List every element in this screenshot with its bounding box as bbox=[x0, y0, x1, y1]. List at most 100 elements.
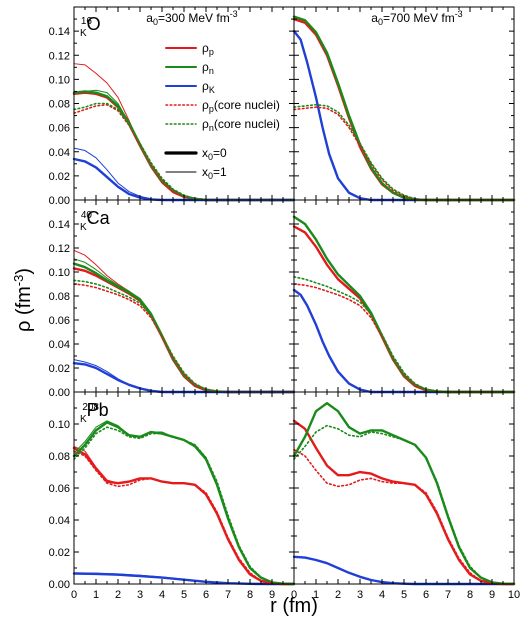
panel-frame bbox=[293, 6, 515, 201]
curve-rho-n-dotted bbox=[73, 279, 295, 393]
y-tick-label: 0.10 bbox=[49, 267, 70, 279]
curve-rho-n-dotted bbox=[73, 102, 295, 201]
a0-label: a0=700 MeV fm-3 bbox=[371, 9, 462, 27]
a0-label: a0=300 MeV fm-3 bbox=[146, 9, 237, 27]
curve-rho-K-thin bbox=[73, 147, 295, 201]
y-tick-label: 0.12 bbox=[49, 243, 70, 255]
x-tick-label: 3 bbox=[137, 589, 143, 601]
panel-2-1 bbox=[292, 402, 516, 586]
legend-label: ρn(core nuclei) bbox=[202, 117, 280, 133]
y-tick-label: 0.08 bbox=[49, 99, 70, 111]
y-tick-label: 0.04 bbox=[49, 147, 70, 159]
y-tick-label: 0.14 bbox=[49, 219, 70, 231]
x-tick-label: 9 bbox=[269, 589, 275, 601]
x-tick-label: 6 bbox=[423, 589, 429, 601]
y-tick-label: 0.08 bbox=[49, 451, 70, 463]
y-tick-label: 0.00 bbox=[49, 195, 70, 207]
curve-rho-p-thin bbox=[73, 63, 295, 201]
x-tick-label: 2 bbox=[115, 589, 121, 601]
legend-item-1: ρn bbox=[165, 60, 214, 76]
curve-rho-n-thin bbox=[73, 420, 295, 585]
panel-0-0 bbox=[72, 63, 296, 202]
x-tick-label: 8 bbox=[467, 589, 473, 601]
x-tick-label: 1 bbox=[93, 589, 99, 601]
x-tick-label: 1 bbox=[313, 589, 319, 601]
curve-rho-n-thick bbox=[292, 402, 516, 586]
curve-rho-n-dotted bbox=[73, 426, 295, 585]
x-axis-label: r (fm) bbox=[270, 595, 318, 617]
x-tick-label: 5 bbox=[401, 589, 407, 601]
legend-label: x0=1 bbox=[202, 165, 227, 181]
panel-frame bbox=[293, 199, 515, 393]
panel-frame bbox=[73, 199, 295, 393]
panel-1-1 bbox=[292, 215, 516, 394]
x-tick-label: 8 bbox=[247, 589, 253, 601]
nucleus-label: 16 KO bbox=[80, 14, 101, 39]
legend-item-3: ρp(core nuclei) bbox=[165, 98, 280, 114]
x-tick-label: 0 bbox=[291, 589, 297, 601]
curve-rho-p-thick bbox=[292, 17, 516, 202]
panels-layer bbox=[72, 15, 516, 586]
x-tick-label: 6 bbox=[203, 589, 209, 601]
curve-rho-p-thick bbox=[292, 225, 516, 394]
legend-label: ρp(core nuclei) bbox=[202, 98, 280, 114]
curve-rho-p-thick bbox=[72, 446, 296, 586]
x-tick-label: 4 bbox=[379, 589, 385, 601]
curve-rho-n-thick bbox=[292, 15, 516, 202]
legend-label: x0=0 bbox=[202, 146, 227, 162]
legend-item-5: x0=0 bbox=[164, 146, 227, 162]
curve-rho-n-thick bbox=[72, 421, 296, 586]
legend-label: ρK bbox=[202, 79, 215, 95]
legend-item-0: ρp bbox=[165, 41, 214, 57]
panel-0-1 bbox=[292, 15, 516, 202]
x-tick-label: 2 bbox=[335, 589, 341, 601]
x-tick-label: 7 bbox=[225, 589, 231, 601]
legend-label: ρn bbox=[202, 60, 214, 76]
curve-rho-p-thin bbox=[73, 445, 295, 585]
curve-rho-K-thick bbox=[72, 157, 296, 202]
legend-label: ρp bbox=[202, 41, 214, 57]
curve-rho-n-dotted bbox=[293, 424, 515, 585]
y-tick-label: 0.00 bbox=[49, 579, 70, 591]
x-tick-label: 10 bbox=[508, 589, 520, 601]
curve-rho-n-thick bbox=[292, 215, 516, 394]
y-tick-label: 0.02 bbox=[49, 363, 70, 375]
curve-rho-p-dotted bbox=[73, 450, 295, 585]
panel-1-0 bbox=[72, 249, 296, 394]
x-tick-label: 4 bbox=[159, 589, 165, 601]
x-tick-label: 0 bbox=[71, 589, 77, 601]
nucleus-label: 208 KPb bbox=[80, 400, 109, 425]
y-tick-label: 0.10 bbox=[49, 419, 70, 431]
curve-rho-p-dotted bbox=[293, 106, 515, 201]
y-tick-label: 0.08 bbox=[49, 291, 70, 303]
y-tick-label: 0.02 bbox=[49, 171, 70, 183]
curve-rho-K-thick bbox=[72, 362, 296, 394]
legend-item-6: x0=1 bbox=[165, 165, 227, 181]
curve-rho-n-dotted bbox=[293, 276, 515, 393]
y-tick-label: 0.12 bbox=[49, 50, 70, 62]
y-tick-label: 0.06 bbox=[49, 315, 70, 327]
y-tick-label: 0.06 bbox=[49, 123, 70, 135]
legend-item-2: ρK bbox=[165, 79, 215, 95]
nucleus-label: 40 KCa bbox=[80, 208, 111, 233]
curve-rho-p-thick bbox=[292, 419, 516, 586]
curve-rho-n-dotted bbox=[293, 103, 515, 201]
curve-rho-K-thick bbox=[292, 288, 516, 394]
x-tick-label: 5 bbox=[181, 589, 187, 601]
curve-rho-K-thick bbox=[292, 29, 516, 202]
x-tick-label: 3 bbox=[357, 589, 363, 601]
x-tick-label: 7 bbox=[445, 589, 451, 601]
y-tick-label: 0.02 bbox=[49, 547, 70, 559]
y-tick-label: 0.10 bbox=[49, 74, 70, 86]
panel-frame bbox=[293, 391, 515, 585]
curve-rho-p-thin bbox=[73, 249, 295, 393]
y-tick-label: 0.04 bbox=[49, 339, 70, 351]
panel-2-0 bbox=[72, 420, 296, 586]
y-tick-label: 0.14 bbox=[49, 26, 70, 38]
curve-rho-p-dotted bbox=[293, 448, 515, 585]
y-axis-label: ρ (fm-3) bbox=[11, 268, 35, 332]
y-tick-label: 0.00 bbox=[49, 387, 70, 399]
y-tick-label: 0.04 bbox=[49, 515, 70, 527]
x-tick-label: 9 bbox=[489, 589, 495, 601]
